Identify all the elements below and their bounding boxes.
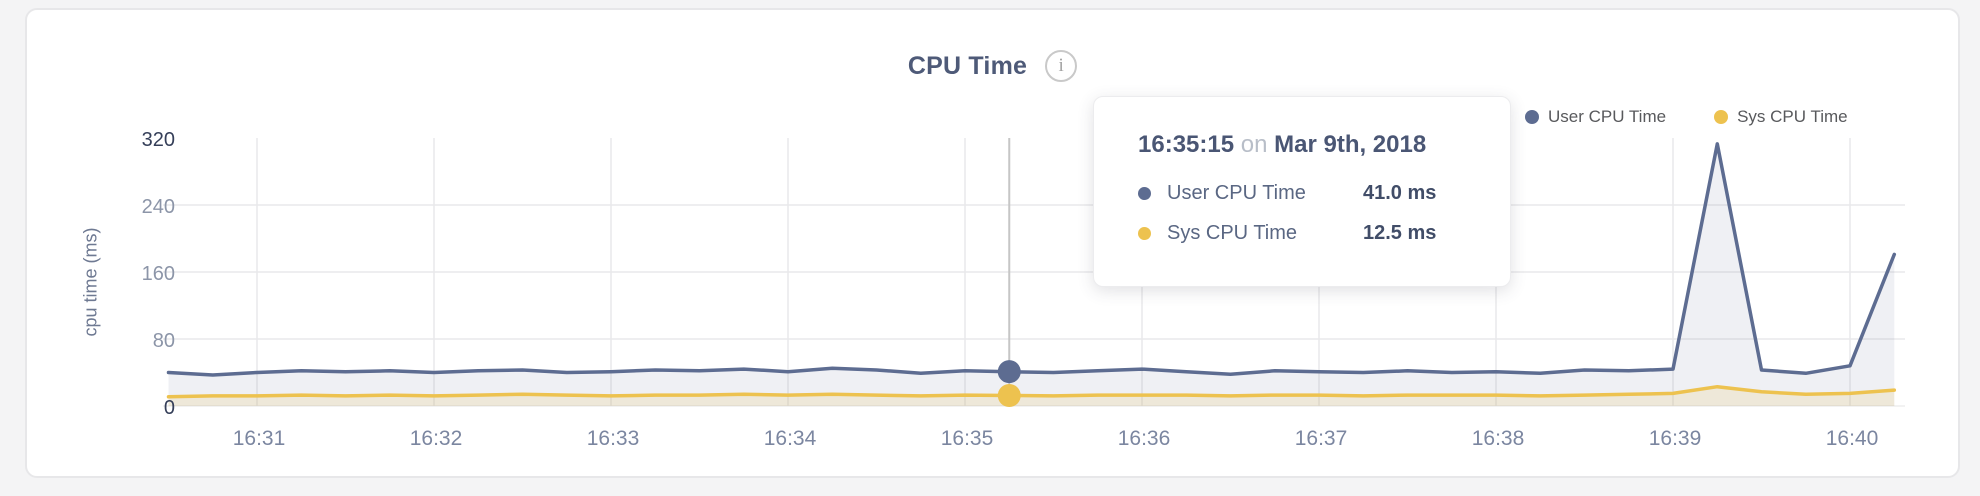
hover-point: [997, 384, 1021, 408]
tooltip-row: User CPU Time 41.0 ms: [1138, 173, 1470, 213]
x-tick-label: 16:32: [409, 427, 463, 450]
legend-dot-icon: [1714, 110, 1729, 124]
chart-tooltip: 16:35:15 on Mar 9th, 2018 User CPU Time 4…: [1093, 96, 1511, 287]
tooltip-connector: on: [1240, 131, 1268, 158]
chart-title: CPU Time: [907, 51, 1028, 80]
x-tick-label: 16:35: [940, 427, 994, 450]
chart-header: CPU Time i: [27, 50, 1958, 82]
x-tick-label: 16:33: [586, 427, 640, 450]
legend-label: User CPU Time: [1548, 107, 1667, 126]
tooltip-row: Sys CPU Time 12.5 ms: [1138, 213, 1470, 253]
legend-item-sys-cpu-time[interactable]: Sys CPU Time: [1714, 107, 1848, 127]
x-tick-label: 16:39: [1648, 427, 1702, 450]
chart-legend: User CPU Time Sys CPU Time: [1525, 106, 1848, 128]
x-tick-label: 16:38: [1471, 427, 1525, 450]
series-line: [166, 142, 1897, 377]
series-line: [166, 384, 1897, 399]
legend-label: Sys CPU Time: [1737, 107, 1848, 126]
y-tick-label: 240: [141, 196, 175, 218]
y-tick-label: 80: [152, 330, 175, 352]
tooltip-date: Mar 9th, 2018: [1274, 131, 1427, 158]
x-tick-label: 16:31: [232, 427, 286, 450]
cpu-time-chart-card: CPU Time i User CPU Time Sys CPU Time cpu…: [25, 8, 1960, 478]
tooltip-series-value: 12.5 ms: [1363, 221, 1437, 244]
x-tick-label: 16:36: [1117, 427, 1171, 450]
tooltip-time: 16:35:15: [1138, 131, 1235, 158]
tooltip-series-dot-icon: [1138, 186, 1151, 200]
tooltip-series-label: User CPU Time: [1167, 181, 1306, 204]
series-area: [168, 143, 1895, 406]
tooltip-series-dot-icon: [1138, 226, 1151, 240]
y-tick-label: 320: [141, 129, 175, 151]
tooltip-header: 16:35:15 on Mar 9th, 2018: [1138, 129, 1470, 161]
legend-item-user-cpu-time[interactable]: User CPU Time: [1525, 107, 1666, 127]
y-tick-label: 0: [163, 397, 175, 419]
x-tick-label: 16:34: [763, 427, 817, 450]
info-icon[interactable]: i: [1045, 50, 1078, 82]
legend-dot-icon: [1525, 110, 1539, 124]
x-tick-label: 16:40: [1825, 427, 1879, 450]
tooltip-rows: User CPU Time 41.0 ms Sys CPU Time 12.5 ms: [1138, 173, 1470, 253]
hover-point: [997, 360, 1021, 384]
tooltip-series-value: 41.0 ms: [1363, 181, 1437, 204]
tooltip-series-label: Sys CPU Time: [1167, 221, 1298, 244]
x-tick-label: 16:37: [1294, 427, 1348, 450]
y-tick-label: 160: [141, 263, 175, 285]
